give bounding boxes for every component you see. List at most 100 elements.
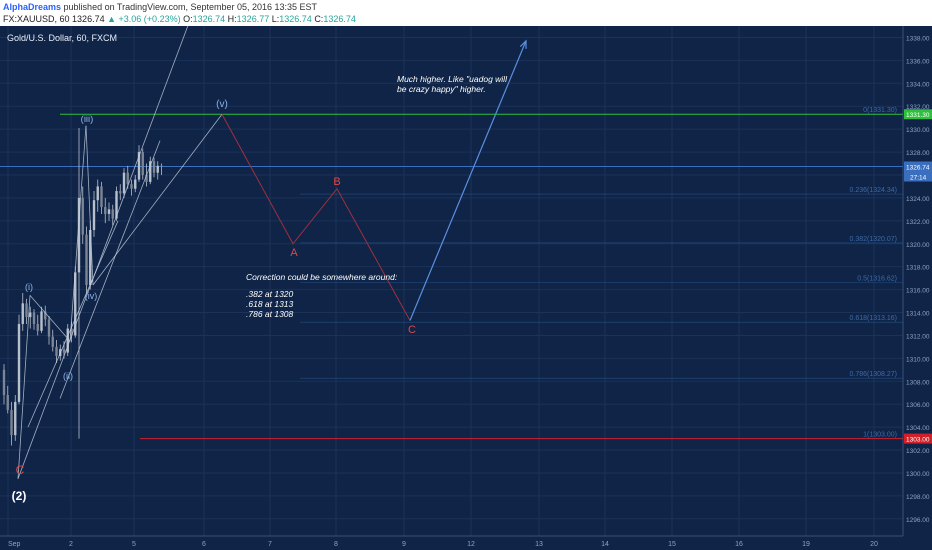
candle-body <box>10 409 13 436</box>
impulse-line <box>59 140 161 399</box>
countdown-tag-text: 27:14 <box>910 175 927 182</box>
correction-note-title: Correction could be somewhere around: <box>246 272 398 282</box>
fib-price-tag <box>904 109 932 120</box>
correction-path <box>221 39 527 321</box>
price-tick-label: 1298.00 <box>906 494 930 501</box>
time-tick-label: 13 <box>535 541 543 548</box>
candle-body <box>107 209 111 214</box>
time-tick-label: 16 <box>735 541 743 548</box>
candle-body <box>74 272 77 336</box>
price-tick-label: 1310.00 <box>906 356 930 363</box>
price-tick-label: 1336.00 <box>906 58 930 65</box>
candle-body <box>6 395 9 410</box>
fib-price-tag-text: 1303.00 <box>906 437 930 444</box>
annotations: Much higher. Like "uadog will be crazy h… <box>246 74 508 319</box>
wave-labels: (i) (ii) (iii) (iv) (v) (2) C A B C <box>12 99 416 503</box>
higher-note-line-1: Much higher. Like "uadog will <box>397 74 508 84</box>
last-price: 1326.74 <box>72 14 105 24</box>
price-tick-label: 1318.00 <box>906 265 930 272</box>
candle-body <box>122 172 126 194</box>
price-tick-label: 1304.00 <box>906 425 930 432</box>
candle-body <box>160 165 163 167</box>
candle-body <box>47 319 51 337</box>
candle-body <box>137 152 141 180</box>
fib-label: 0.786(1308.27) <box>850 371 897 378</box>
price-tick-label: 1322.00 <box>906 219 930 226</box>
candle-body <box>92 200 96 230</box>
price-tick-label: 1308.00 <box>906 379 930 386</box>
wave-label: C <box>16 463 25 477</box>
price-tick-label: 1332.00 <box>906 104 930 111</box>
price-change: ▲ +3.06 (+0.23%) <box>107 14 181 24</box>
candle-body <box>126 172 129 185</box>
price-chart[interactable]: 0(1331.30) 0.236(1324.34) 0.382(1320.07) 0.… <box>0 26 932 550</box>
time-axis-panel <box>0 536 903 550</box>
candle-body <box>21 303 24 324</box>
candle-body <box>85 234 88 286</box>
candle-body <box>141 152 144 175</box>
impulse-line <box>29 295 71 342</box>
fib-label: 0.5(1316.62) <box>857 275 897 282</box>
candle-body <box>81 197 84 235</box>
fib-label: 0.382(1320.07) <box>850 236 897 243</box>
candle-body <box>70 328 73 336</box>
time-tick-label: Sep <box>8 541 21 548</box>
wave-label: (v) <box>216 99 228 110</box>
wave-label: (iv) <box>85 291 98 301</box>
higher-note-line-2: be crazy happy" higher. <box>397 84 486 94</box>
candle-body <box>104 207 107 214</box>
chart-title: Gold/U.S. Dollar, 60, FXCM <box>7 33 117 43</box>
wave-label: (i) <box>25 282 33 292</box>
candle-body <box>25 303 28 318</box>
candle-body <box>119 191 122 194</box>
ohlc-low: 1326.74 <box>279 14 312 24</box>
impulse-line <box>27 220 119 428</box>
candle-body <box>134 179 137 189</box>
current-price-tag-text: 1326.74 <box>906 165 930 172</box>
author-name[interactable]: AlphaDreams <box>3 2 62 12</box>
time-tick-label: 2 <box>69 541 73 548</box>
price-tick-label: 1312.00 <box>906 333 930 340</box>
price-tick-label: 1306.00 <box>906 402 930 409</box>
candle-body <box>29 312 32 318</box>
publish-info: published on TradingView.com, September … <box>63 2 318 12</box>
time-tick-label: 9 <box>402 541 406 548</box>
candle-body <box>152 161 156 173</box>
projection-arrow-head <box>519 39 527 49</box>
candle-body <box>62 349 66 353</box>
candle-body <box>77 197 81 273</box>
candle-body <box>55 346 58 357</box>
candle-body <box>145 174 148 182</box>
price-tick-label: 1334.00 <box>906 81 930 88</box>
ohlc-high: 1326.77 <box>236 14 270 24</box>
impulse-line <box>92 114 223 286</box>
fib-label: 0.618(1313.16) <box>850 315 897 322</box>
time-axis[interactable]: Sep 2 5 6 7 8 9 12 13 14 15 16 19 20 <box>0 535 903 550</box>
price-tick-label: 1302.00 <box>906 448 930 455</box>
fib-levels: 0(1331.30) 0.236(1324.34) 0.382(1320.07) 0.… <box>0 107 903 440</box>
correction-polyline <box>221 114 411 321</box>
correction-note-line-3: .786 at 1308 <box>246 309 294 319</box>
time-tick-label: 19 <box>802 541 810 548</box>
price-axis[interactable]: 1296.00 1298.00 1300.00 1302.00 1304.00 1306.… <box>902 26 932 550</box>
time-tick-label: 6 <box>202 541 206 548</box>
fib-price-tag <box>904 433 932 444</box>
projection-arrow-line <box>409 40 527 321</box>
correction-label: C <box>408 324 416 336</box>
candle-body <box>51 336 54 347</box>
fib-label: 0(1331.30) <box>863 107 897 114</box>
wave-label: (ii) <box>63 371 73 381</box>
price-tick-label: 1338.00 <box>906 35 930 42</box>
impulse-lines <box>17 26 223 479</box>
wave-label: (2) <box>12 489 27 503</box>
candle-body <box>149 161 152 182</box>
impulse-line <box>69 125 87 342</box>
price-tick-label: 1330.00 <box>906 127 930 134</box>
price-tick-label: 1324.00 <box>906 196 930 203</box>
price-tick-label: 1296.00 <box>906 517 930 524</box>
candle-body <box>96 186 99 201</box>
candle-body <box>32 312 36 324</box>
time-tick-label: 20 <box>870 541 878 548</box>
impulse-line <box>17 26 189 479</box>
candle-body <box>115 191 118 219</box>
